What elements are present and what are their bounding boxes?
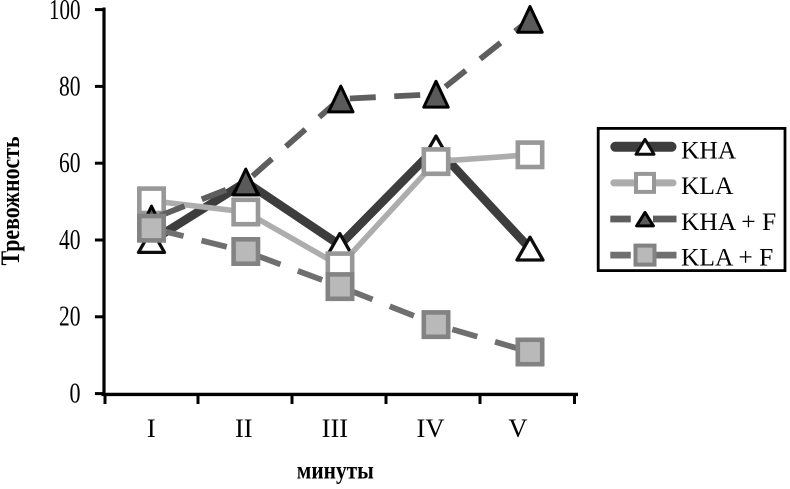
- svg-text:20: 20: [59, 302, 81, 333]
- svg-text:KHA: KHA: [681, 136, 737, 165]
- svg-text:100: 100: [49, 0, 81, 26]
- svg-text:I: I: [147, 413, 156, 443]
- svg-text:минуты: минуты: [297, 458, 374, 484]
- svg-text:KLA: KLA: [681, 171, 734, 200]
- svg-text:KHA + F: KHA + F: [681, 207, 776, 236]
- svg-text:II: II: [235, 413, 253, 443]
- svg-text:60: 60: [59, 148, 81, 179]
- svg-text:III: III: [322, 413, 348, 443]
- svg-text:IV: IV: [417, 413, 445, 443]
- svg-text:KLA + F: KLA + F: [681, 243, 773, 272]
- svg-text:0: 0: [70, 378, 81, 409]
- svg-text:V: V: [508, 413, 527, 443]
- svg-text:80: 80: [59, 72, 81, 103]
- svg-text:40: 40: [59, 225, 81, 256]
- svg-text:Тревожность: Тревожность: [0, 136, 25, 265]
